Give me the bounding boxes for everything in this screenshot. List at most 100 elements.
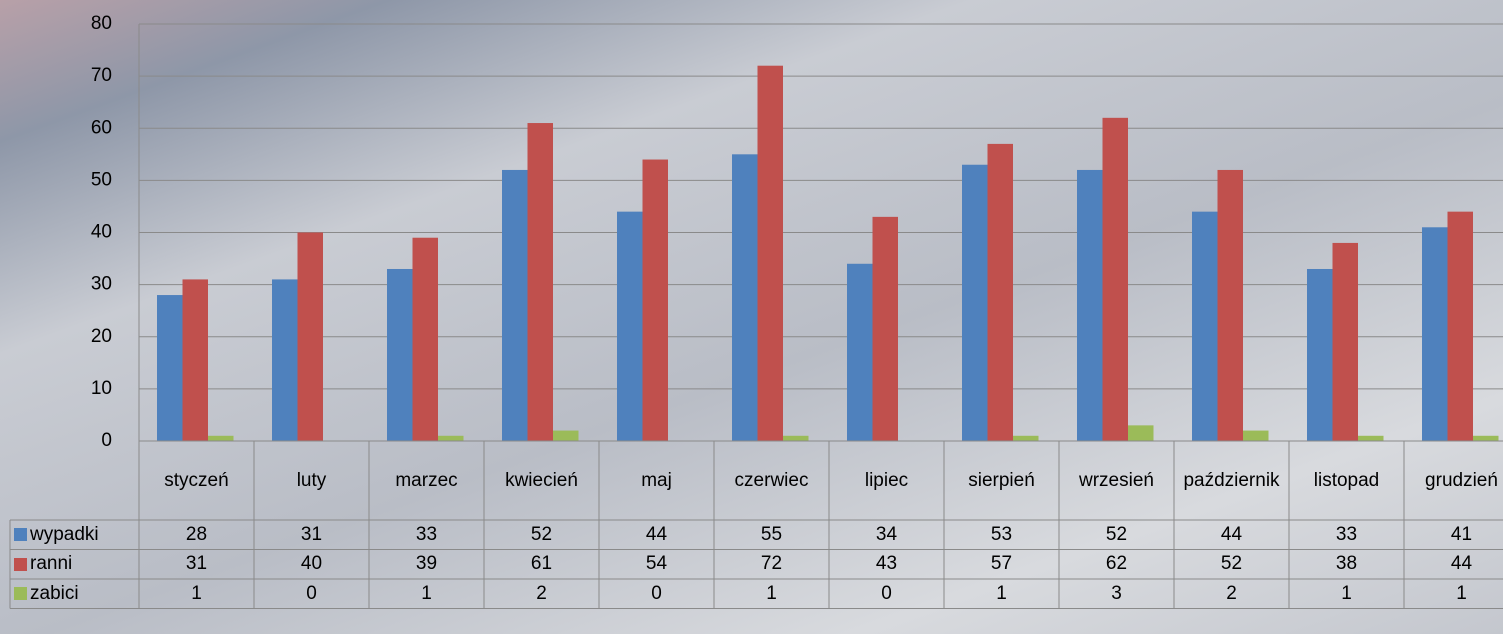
bar bbox=[412, 237, 438, 441]
category-label: styczeń bbox=[139, 441, 254, 520]
table-value-text: 62 bbox=[1105, 553, 1128, 575]
table-value: 52 bbox=[484, 520, 599, 550]
table-value-text: 57 bbox=[990, 553, 1013, 575]
category-label: listopad bbox=[1289, 441, 1404, 520]
bar bbox=[1447, 211, 1473, 441]
table-value-text: 72 bbox=[760, 553, 783, 575]
bar bbox=[1192, 211, 1218, 441]
bar bbox=[182, 279, 208, 441]
table-value: 52 bbox=[1059, 520, 1174, 550]
table-value-text: 31 bbox=[185, 553, 208, 575]
legend-key bbox=[14, 557, 27, 571]
category-label-text: luty bbox=[296, 469, 327, 491]
table-value-text: 52 bbox=[530, 523, 553, 545]
table-value: 1 bbox=[369, 579, 484, 609]
table-value: 34 bbox=[829, 520, 944, 550]
legend-text: zabici bbox=[30, 582, 79, 604]
bar bbox=[1128, 425, 1154, 441]
category-label-text: wrzesień bbox=[1079, 469, 1154, 491]
bar bbox=[847, 263, 873, 441]
bar bbox=[553, 430, 579, 441]
bar bbox=[272, 279, 298, 441]
bar bbox=[1307, 268, 1333, 441]
category-label-text: lipiec bbox=[864, 469, 909, 491]
table-value-text: 44 bbox=[1450, 553, 1473, 575]
table-value: 44 bbox=[599, 520, 714, 550]
bar bbox=[502, 169, 528, 441]
category-label-text: styczeń bbox=[164, 469, 229, 491]
table-value: 2 bbox=[1174, 579, 1289, 609]
table-value-text: 43 bbox=[875, 553, 898, 575]
table-value: 41 bbox=[1404, 520, 1503, 550]
y-tick-label: 20 bbox=[91, 326, 112, 347]
legend-text: wypadki bbox=[30, 523, 99, 545]
category-label: luty bbox=[254, 441, 369, 520]
table-value-text: 44 bbox=[645, 523, 668, 545]
table-value: 39 bbox=[369, 550, 484, 580]
table-value-text: 0 bbox=[651, 582, 662, 604]
table-value-text: 31 bbox=[300, 523, 323, 545]
table-value: 33 bbox=[369, 520, 484, 550]
table-value: 1 bbox=[944, 579, 1059, 609]
bar bbox=[208, 435, 234, 441]
table-value-text: 1 bbox=[421, 582, 432, 604]
y-tick-label: 60 bbox=[91, 117, 112, 138]
table-value: 1 bbox=[714, 579, 829, 609]
table-value-text: 52 bbox=[1220, 553, 1243, 575]
category-label-text: październik bbox=[1183, 469, 1280, 491]
table-value: 54 bbox=[599, 550, 714, 580]
table-value: 52 bbox=[1174, 550, 1289, 580]
table-value-text: 40 bbox=[300, 553, 323, 575]
category-label: marzec bbox=[369, 441, 484, 520]
legend-entry: ranni bbox=[10, 550, 139, 580]
category-label: wrzesień bbox=[1059, 441, 1174, 520]
table-value-text: 1 bbox=[996, 582, 1007, 604]
category-label-text: sierpień bbox=[968, 469, 1035, 491]
table-value-text: 44 bbox=[1220, 523, 1243, 545]
table-value-text: 1 bbox=[191, 582, 202, 604]
table-value: 31 bbox=[139, 550, 254, 580]
table-value: 40 bbox=[254, 550, 369, 580]
table-value-text: 28 bbox=[185, 523, 208, 545]
bar bbox=[617, 211, 643, 441]
table-value-text: 3 bbox=[1111, 582, 1122, 604]
bar bbox=[987, 143, 1013, 441]
table-value: 57 bbox=[944, 550, 1059, 580]
legend-key bbox=[14, 528, 27, 542]
category-label-text: maj bbox=[641, 469, 672, 491]
table-value-text: 33 bbox=[1335, 523, 1358, 545]
category-label-text: listopad bbox=[1313, 469, 1380, 491]
bar bbox=[1243, 430, 1269, 441]
table-value-text: 2 bbox=[536, 582, 547, 604]
table-value-text: 55 bbox=[760, 523, 783, 545]
table-value: 44 bbox=[1174, 520, 1289, 550]
category-label: maj bbox=[599, 441, 714, 520]
table-value-text: 1 bbox=[1456, 582, 1467, 604]
table-value: 28 bbox=[139, 520, 254, 550]
table-value-text: 0 bbox=[881, 582, 892, 604]
legend-entry: wypadki bbox=[10, 520, 139, 550]
category-label-text: kwiecień bbox=[505, 469, 578, 491]
y-tick-label: 80 bbox=[91, 13, 112, 34]
bar bbox=[297, 232, 323, 441]
bar bbox=[732, 154, 758, 441]
category-label: lipiec bbox=[829, 441, 944, 520]
bar bbox=[387, 268, 413, 441]
bar bbox=[1013, 435, 1039, 441]
table-value: 72 bbox=[714, 550, 829, 580]
bar bbox=[757, 65, 783, 441]
y-tick-label: 30 bbox=[91, 274, 112, 295]
table-value: 62 bbox=[1059, 550, 1174, 580]
table-value: 3 bbox=[1059, 579, 1174, 609]
table-value-text: 39 bbox=[415, 553, 438, 575]
table-value-text: 52 bbox=[1105, 523, 1128, 545]
table-value-text: 38 bbox=[1335, 553, 1358, 575]
bar bbox=[438, 435, 464, 441]
table-value: 33 bbox=[1289, 520, 1404, 550]
category-label: sierpień bbox=[944, 441, 1059, 520]
table-value-text: 41 bbox=[1450, 523, 1473, 545]
table-value-text: 1 bbox=[766, 582, 777, 604]
table-value: 53 bbox=[944, 520, 1059, 550]
